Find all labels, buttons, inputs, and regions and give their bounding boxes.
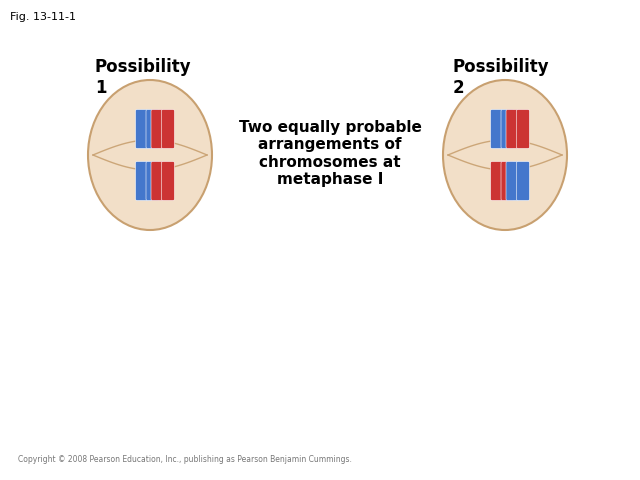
Text: Copyright © 2008 Pearson Education, Inc., publishing as Pearson Benjamin Cumming: Copyright © 2008 Pearson Education, Inc.… bbox=[18, 455, 352, 464]
FancyBboxPatch shape bbox=[516, 161, 529, 201]
FancyBboxPatch shape bbox=[506, 109, 519, 148]
FancyBboxPatch shape bbox=[151, 161, 164, 201]
Text: Possibility
1: Possibility 1 bbox=[95, 58, 191, 97]
FancyBboxPatch shape bbox=[506, 161, 519, 201]
FancyBboxPatch shape bbox=[501, 161, 514, 201]
FancyBboxPatch shape bbox=[490, 161, 504, 201]
FancyBboxPatch shape bbox=[490, 109, 504, 148]
Ellipse shape bbox=[443, 80, 567, 230]
Text: Possibility
2: Possibility 2 bbox=[453, 58, 550, 97]
FancyBboxPatch shape bbox=[151, 109, 164, 148]
FancyBboxPatch shape bbox=[161, 109, 175, 148]
FancyBboxPatch shape bbox=[501, 109, 514, 148]
FancyBboxPatch shape bbox=[146, 109, 159, 148]
FancyBboxPatch shape bbox=[136, 109, 148, 148]
Text: Fig. 13-11-1: Fig. 13-11-1 bbox=[10, 12, 76, 22]
Text: Two equally probable
arrangements of
chromosomes at
metaphase I: Two equally probable arrangements of chr… bbox=[239, 120, 421, 187]
FancyBboxPatch shape bbox=[516, 109, 529, 148]
FancyBboxPatch shape bbox=[136, 161, 148, 201]
FancyBboxPatch shape bbox=[146, 161, 159, 201]
FancyBboxPatch shape bbox=[161, 161, 175, 201]
Ellipse shape bbox=[88, 80, 212, 230]
